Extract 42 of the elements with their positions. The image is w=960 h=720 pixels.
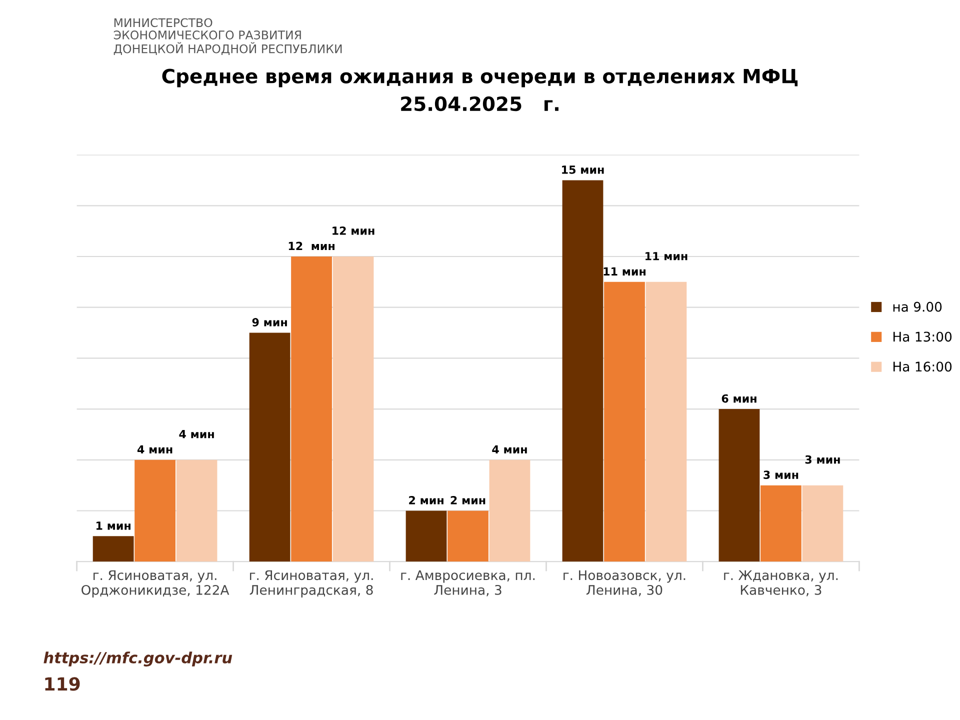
- data-label: 3 мин: [764, 470, 798, 480]
- bar: [92, 536, 134, 562]
- data-label: 1 мин: [96, 522, 130, 530]
- legend-label: на 9.00: [893, 302, 942, 312]
- bar: [646, 282, 687, 562]
- data-label: 3 мин: [805, 455, 840, 464]
- x-tick-label: г. Ясиноватая, ул. Орджоникидзе, 122А: [82, 570, 230, 598]
- data-label: 15 мин: [562, 166, 604, 174]
- bar: [802, 485, 844, 562]
- bar: [249, 332, 290, 562]
- bar: [604, 282, 645, 562]
- chart-title: Среднее время ожидания в очереди в отделениях МФЦ 25.04.2025 г.: [162, 68, 798, 112]
- text: МИНИСТЕРСТВО ЭКОНОМИЧЕСКОГО РАЗВИТИЯ ДОНЕЦКОЙ НАРОДНОЙ РЕСПУБЛИКИ: [114, 18, 342, 55]
- x-tick-label: г. Амвросиевка, пл. Ленина, 3: [401, 570, 535, 596]
- bar: [448, 510, 488, 562]
- data-label: 2 мин: [450, 496, 486, 504]
- data-label: 4 мин: [179, 430, 214, 438]
- bar: [760, 485, 802, 562]
- bar: [718, 409, 760, 562]
- data-label: 6 мин: [722, 394, 756, 403]
- bar: [406, 510, 447, 562]
- data-label: 12 мин: [332, 226, 374, 235]
- data-label: 11 мин: [646, 252, 688, 260]
- text: 119: [45, 677, 80, 691]
- data-label: 11 мин: [604, 267, 646, 276]
- data-label: 9 мин: [252, 318, 287, 326]
- data-label: 4 мин: [492, 445, 527, 454]
- x-tick-label: г. Ждановка, ул. Кавченко, 3: [724, 570, 838, 596]
- bar: [134, 460, 176, 562]
- data-label: 12 мин: [288, 242, 334, 250]
- x-tick-label: г. Новоазовск, ул. Ленина, 30: [564, 570, 686, 596]
- data-label: 4 мин: [137, 445, 172, 454]
- x-tick-label: г. Ясиноватая, ул. Ленинградская, 8: [250, 570, 373, 598]
- bar: [332, 256, 374, 562]
- data-label: 2 мин: [409, 496, 444, 504]
- bar: [176, 460, 218, 562]
- bar: [291, 256, 332, 562]
- bar: [489, 460, 530, 562]
- bar: [562, 180, 604, 562]
- text: https://mfc.gov-dpr.ru: [44, 652, 232, 667]
- legend-label: На 13:00: [893, 332, 952, 342]
- legend-label: На 16:00: [893, 362, 952, 372]
